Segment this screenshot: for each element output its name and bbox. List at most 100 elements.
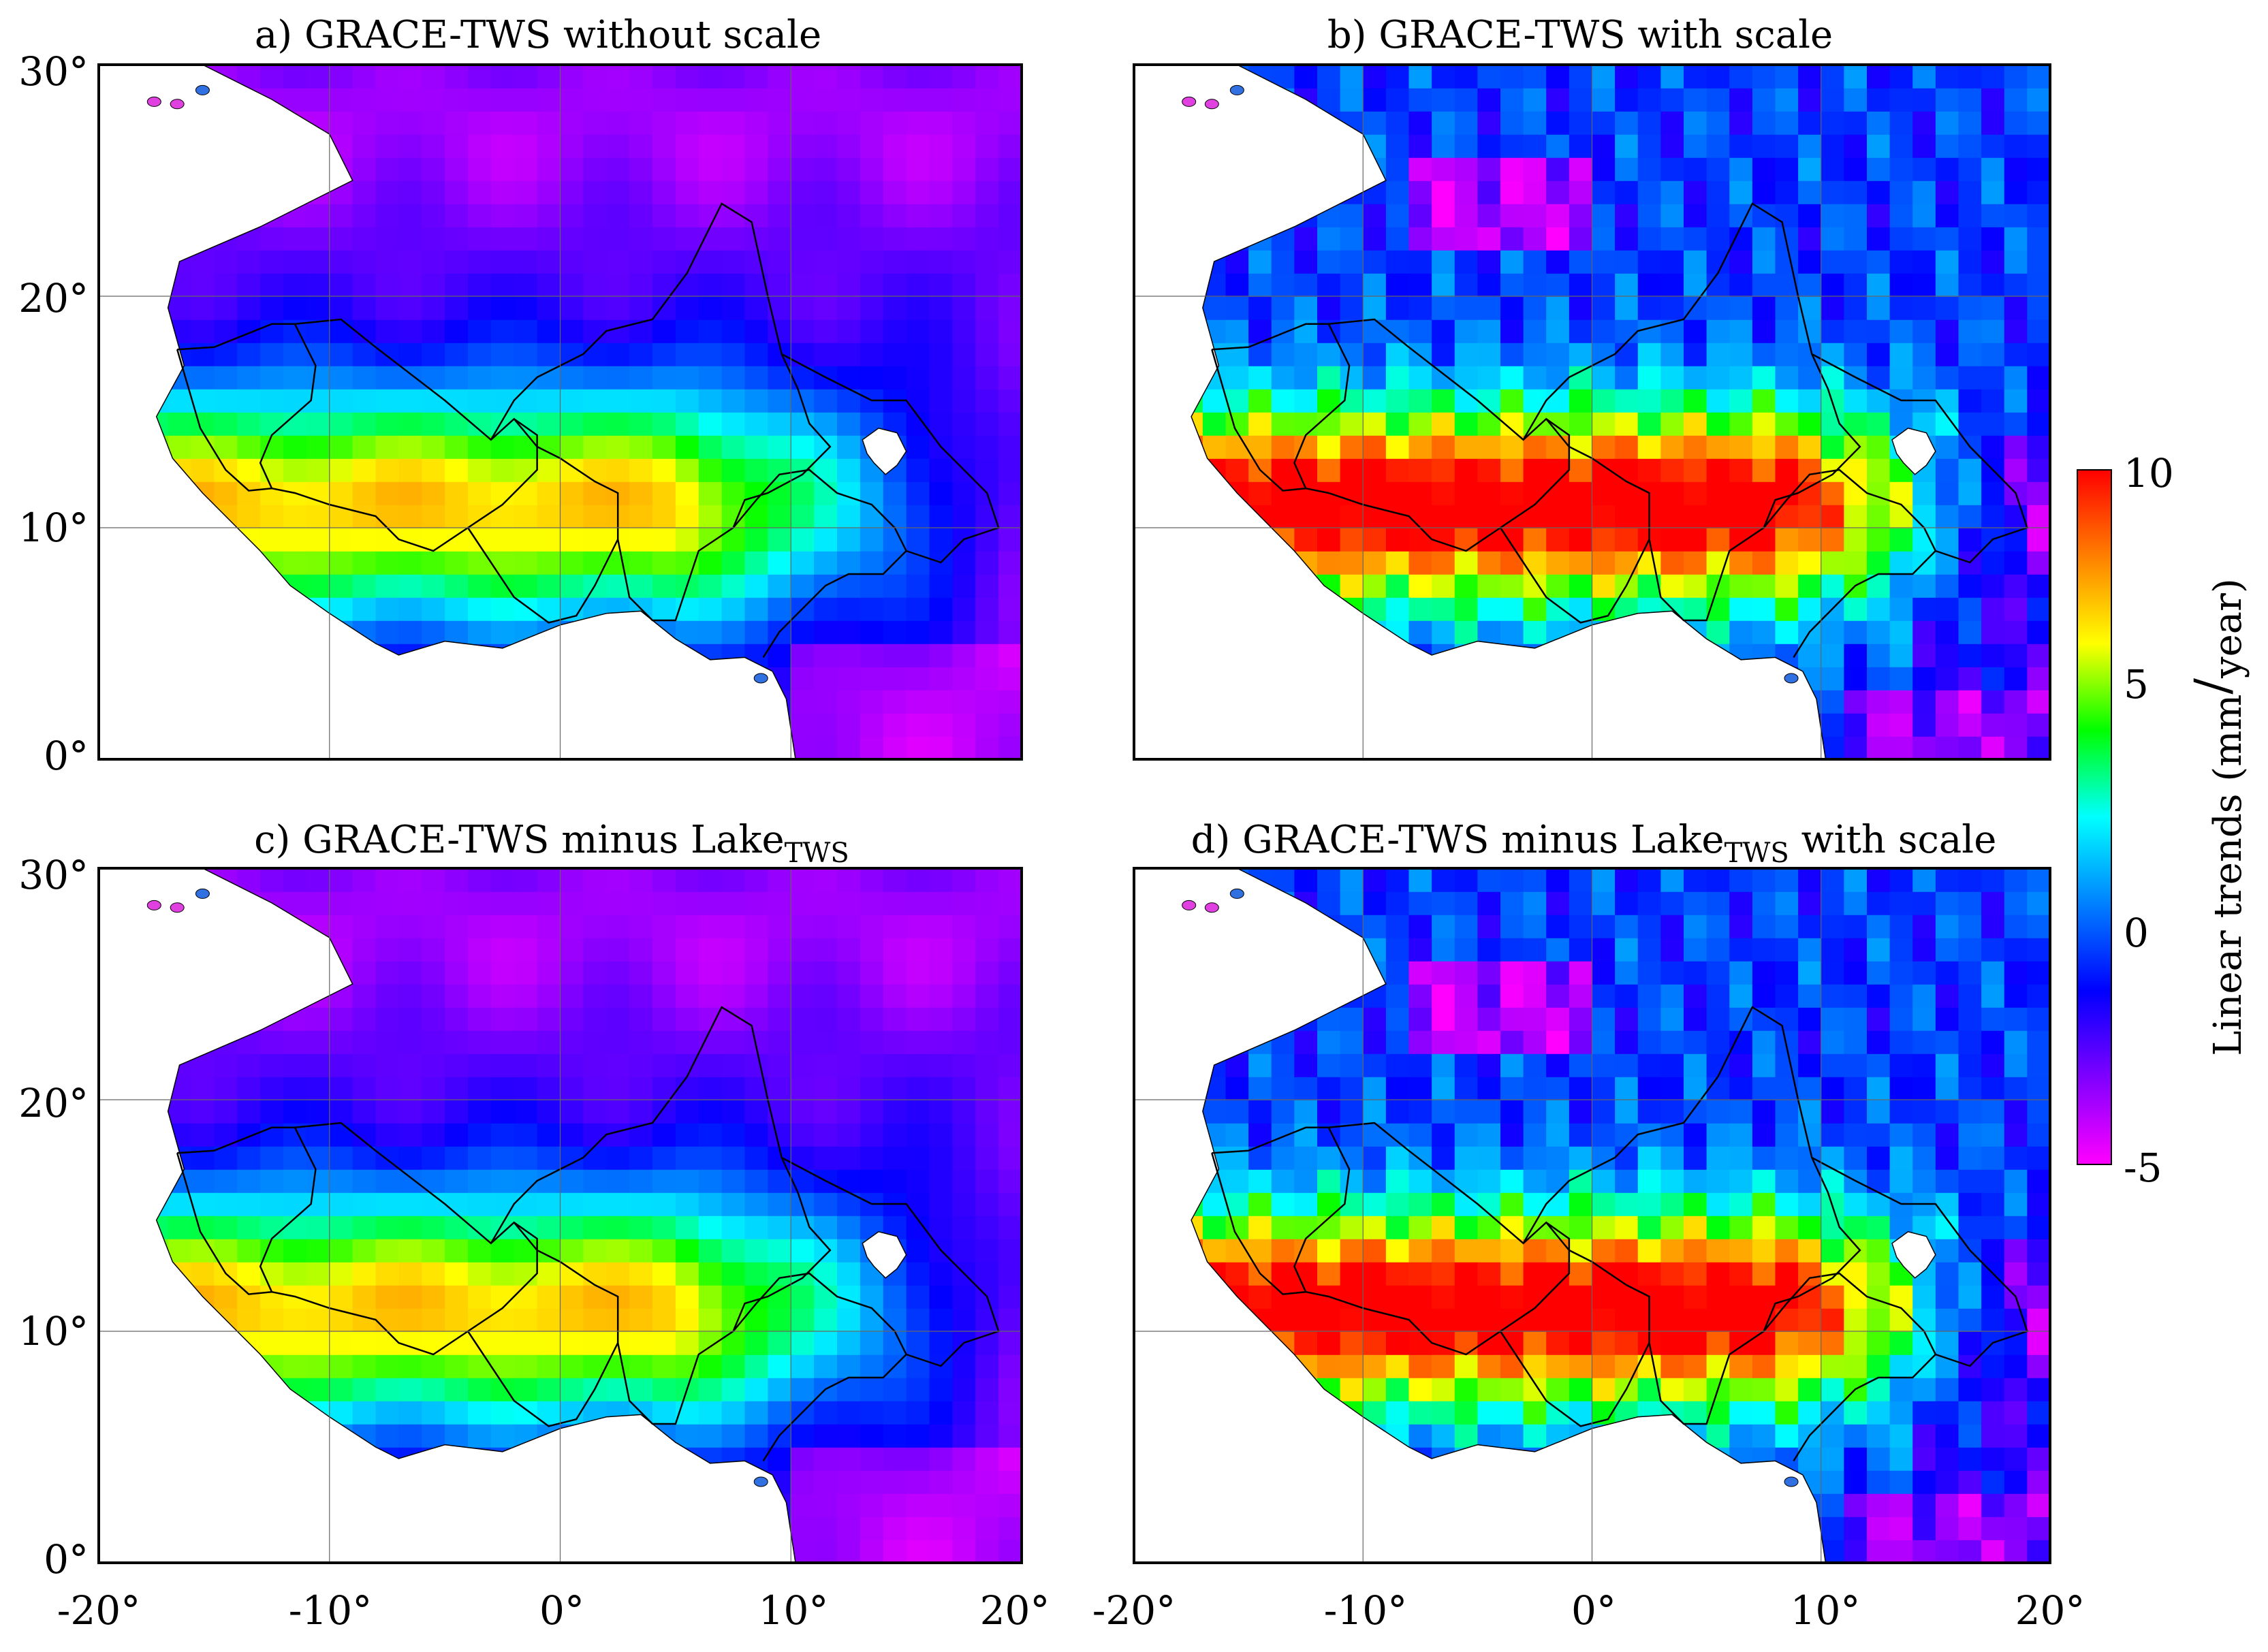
trend-cell [698,1308,723,1332]
trend-cell [283,273,307,297]
trend-cell [1821,343,1845,366]
trend-cell [329,597,353,621]
trend-cell [1385,1516,1410,1540]
trend-cell [422,551,445,575]
trend-cell [445,984,469,1008]
trend-cell [1752,1424,1776,1448]
trend-cell [583,134,608,158]
trend-cell [721,1424,746,1448]
trend-cell [1752,551,1776,575]
trend-cell [629,481,653,505]
trend-cell [698,111,723,135]
trend-cell [1191,296,1203,320]
trend-cell [606,868,630,892]
trend-cell [1500,366,1524,390]
trend-cell [445,1100,469,1124]
trend-cell [675,528,699,552]
trend-cell [814,713,838,737]
trend-cell [398,1331,423,1355]
trend-cell [1867,319,1891,343]
trend-cell [1889,597,1914,621]
basin-boundary [1211,323,1351,492]
trend-cell [306,1239,330,1262]
trend-cell [214,111,238,135]
trend-cell [168,1146,192,1170]
trend-cell [652,481,676,505]
trend-cell [1477,412,1501,436]
trend-cell [1660,88,1684,112]
map-frame [1133,867,2051,1564]
trend-cell [1546,88,1570,112]
trend-cell [814,667,838,690]
trend-cell [975,1354,999,1378]
trend-cell [1889,736,1914,759]
trend-cell [306,250,330,274]
trend-cell [283,204,307,227]
basin-boundary [1522,1006,1861,1425]
trend-cell [998,1331,1022,1355]
trend-cell [744,1216,769,1239]
trend-cell [2004,1262,2028,1286]
trend-cell [1958,296,1982,320]
trend-cell [952,1285,977,1309]
trend-cell [1385,891,1410,915]
trend-cell [1523,713,1547,737]
trend-cell [791,1285,815,1309]
trend-cell [952,1493,977,1517]
lat-label: 30° [18,48,89,95]
trend-cell [191,1354,215,1378]
trend-cell [514,1239,538,1262]
trend-cell [791,1007,815,1031]
trend-cell [422,1216,445,1239]
trend-cell [629,891,653,915]
trend-cell [1889,296,1914,320]
trend-cell [1729,961,1753,985]
trend-cell [814,1192,838,1216]
trend-cell [952,961,977,985]
trend-cell [1523,389,1547,413]
trend-cell [422,690,445,714]
trend-cell [652,984,676,1008]
trend-cell [375,1447,400,1471]
trend-cell [1363,915,1387,938]
trend-cell [306,891,330,915]
trend-cell [606,227,630,251]
trend-cell [1706,412,1731,436]
trend-cell [1454,1401,1479,1425]
trend-cell [468,1424,492,1448]
trend-cell [1844,204,1868,227]
trend-cell [1385,1308,1410,1332]
trend-cell [1592,389,1616,413]
trend-cell [1981,736,2005,759]
trend-cell [514,1354,538,1378]
trend-cell [422,1146,445,1170]
trend-cell [1408,204,1432,227]
trend-cell [1958,389,1982,413]
trend-cell [398,65,423,89]
lake-chad [862,427,907,475]
trend-cell [1248,1169,1272,1193]
trend-cell [490,1007,515,1031]
trend-cell [468,1077,492,1100]
trend-cell [1454,481,1479,505]
trend-cell [352,736,377,759]
trend-cell [1684,296,1707,320]
trend-cell [1867,667,1891,690]
trend-cell [2004,1169,2028,1193]
trend-cell [583,1493,608,1517]
trend-cell [560,1308,584,1332]
trend-cell [1844,1424,1868,1448]
trend-cell [583,915,608,938]
trend-cell [652,891,676,915]
trend-cell [1752,1123,1776,1147]
trend-cell [560,938,584,962]
trend-cell [1271,134,1295,158]
trend-cell [329,505,353,528]
trend-cell [860,1169,884,1193]
trend-cell [906,250,930,274]
trend-cell [1477,1146,1501,1170]
trend-cell [1821,319,1845,343]
trend-cell [490,915,515,938]
trend-cell [1523,1540,1547,1563]
trend-cell [1477,528,1501,552]
